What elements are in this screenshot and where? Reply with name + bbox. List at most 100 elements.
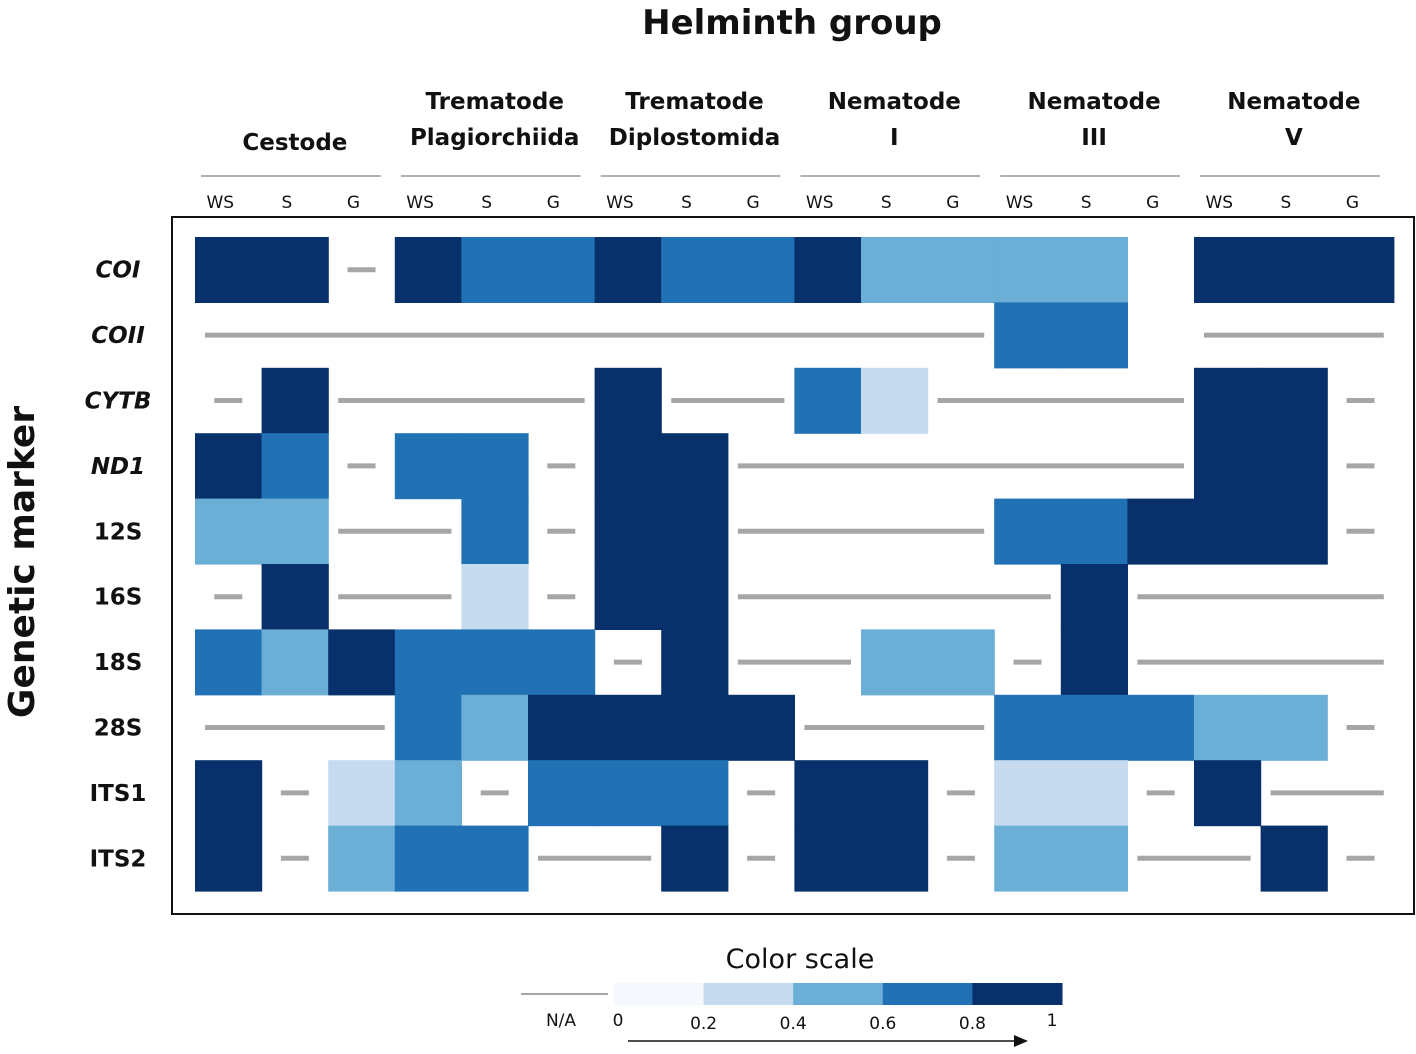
heatmap-cell xyxy=(461,825,529,892)
heatmap-cell xyxy=(727,694,795,761)
heatmap-cell xyxy=(861,760,929,827)
heatmap-cell xyxy=(1060,302,1128,369)
subcolumn-label: G xyxy=(1346,193,1359,213)
heatmap-cell xyxy=(994,498,1062,565)
heatmap-cell xyxy=(328,629,396,696)
heatmap-cell xyxy=(661,825,729,892)
heatmap-cell xyxy=(661,433,729,500)
plot-frame xyxy=(171,216,1415,915)
heatmap-cell xyxy=(461,237,529,303)
y-axis-label: Genetic marker xyxy=(2,406,43,718)
heatmap-cell xyxy=(394,760,462,827)
subcolumn-label: WS xyxy=(806,193,834,213)
heatmap-cell xyxy=(1260,433,1328,500)
subcolumn-label: S xyxy=(481,193,492,213)
heatmap-cell xyxy=(1260,825,1328,892)
heatmap-cell xyxy=(1260,237,1328,303)
subcolumn-label: S xyxy=(881,193,892,213)
group-label: Nematode xyxy=(1027,89,1160,115)
heatmap-cell xyxy=(328,825,396,892)
subcolumn-label: S xyxy=(1281,193,1292,213)
heatmap-cell xyxy=(1194,760,1262,827)
heatmap-cell xyxy=(1194,694,1262,761)
heatmap-cell xyxy=(1194,367,1262,434)
heatmap-cell xyxy=(528,237,596,303)
heatmap-cell xyxy=(1260,498,1328,565)
color-scale-legend: Color scale N/A 0 0.2 0.4 0.6 0.8 1 xyxy=(521,944,1063,1047)
subcolumn-label: G xyxy=(1146,193,1159,213)
heatmap-cell xyxy=(1060,237,1128,303)
subcolumn-label: WS xyxy=(406,193,434,213)
row-labels: COI COII CYTB ND1 12S 16S 18S 28S ITS1 ITS2 xyxy=(85,258,152,873)
heatmap-cell xyxy=(195,825,263,892)
subcolumn-label: G xyxy=(347,193,360,213)
row-label: 18S xyxy=(94,650,143,676)
scale-arrow-head xyxy=(1014,1035,1028,1047)
heatmap-cell xyxy=(661,760,729,827)
row-label: 28S xyxy=(94,716,143,742)
row-label: 16S xyxy=(94,585,143,611)
heatmap-cell xyxy=(394,237,462,303)
heatmap-cell xyxy=(594,760,662,827)
heatmap-cell xyxy=(661,629,729,696)
heatmap-cell xyxy=(1194,498,1262,565)
subcolumn-label: WS xyxy=(1205,193,1233,213)
color-scale-swatch xyxy=(882,983,973,1005)
heatmap-cell xyxy=(594,498,662,565)
group-label: Nematode xyxy=(1227,89,1360,115)
group-label: III xyxy=(1081,125,1107,151)
heatmap-cell xyxy=(994,302,1062,369)
heatmap-cell xyxy=(528,694,596,761)
heatmap-cell xyxy=(461,433,529,500)
group-label: I xyxy=(890,125,899,151)
heatmap-cell xyxy=(394,825,462,892)
heatmap-cell xyxy=(261,433,329,500)
heatmap-cell xyxy=(461,498,529,565)
group-label: Diplostomida xyxy=(609,125,780,151)
row-label: COI xyxy=(96,258,141,284)
heatmap-cell xyxy=(195,629,263,696)
color-scale-tick: 1 xyxy=(1047,1011,1058,1031)
subcolumn-label: WS xyxy=(206,193,234,213)
color-scale-tick: 0 xyxy=(613,1011,624,1031)
heatmap-cell xyxy=(394,433,462,500)
heatmap-cell xyxy=(594,237,662,303)
heatmap-cell xyxy=(794,825,862,892)
heatmap-cell xyxy=(727,237,795,303)
subcolumn-label: G xyxy=(747,193,760,213)
heatmap-cell xyxy=(1260,367,1328,434)
heatmap-cell xyxy=(927,237,995,303)
subcolumn-label: WS xyxy=(606,193,634,213)
row-label: ITS1 xyxy=(90,781,147,807)
heatmap-cell xyxy=(661,498,729,565)
subcolumn-label: S xyxy=(1081,193,1092,213)
heatmap-cell xyxy=(594,564,662,630)
heatmap-cell xyxy=(861,825,929,892)
heatmap-cell xyxy=(594,433,662,500)
heatmap-cell xyxy=(1060,694,1128,761)
na-label: N/A xyxy=(546,1011,576,1031)
subcolumn-label: G xyxy=(547,193,560,213)
row-label: COII xyxy=(91,323,145,349)
heatmap-cell xyxy=(528,760,596,827)
heatmap-cell xyxy=(261,629,329,696)
heatmap-cell xyxy=(1060,498,1128,565)
heatmap-cell xyxy=(1127,694,1195,761)
row-label: ITS2 xyxy=(90,846,147,872)
heatmap-cell xyxy=(461,629,529,696)
heatmap-cell xyxy=(394,629,462,696)
heatmap-cell xyxy=(1127,498,1195,565)
column-headers: Cestode WS S G Trematode Plagiorchiida WS S G Tre… xyxy=(201,89,1380,213)
heatmap-cell xyxy=(1060,825,1128,892)
color-scale-swatch xyxy=(703,983,794,1005)
heatmap-cell xyxy=(661,237,729,303)
heatmap-cell xyxy=(1060,564,1128,630)
subcolumn-label: G xyxy=(946,193,959,213)
heatmap-cell xyxy=(861,629,929,696)
heatmap-cell xyxy=(195,237,263,303)
heatmap-cell xyxy=(794,237,862,303)
row-label: ND1 xyxy=(91,454,145,480)
heatmap-cell xyxy=(861,367,929,434)
heatmap-cell xyxy=(994,760,1062,827)
heatmap-cell xyxy=(1194,237,1262,303)
